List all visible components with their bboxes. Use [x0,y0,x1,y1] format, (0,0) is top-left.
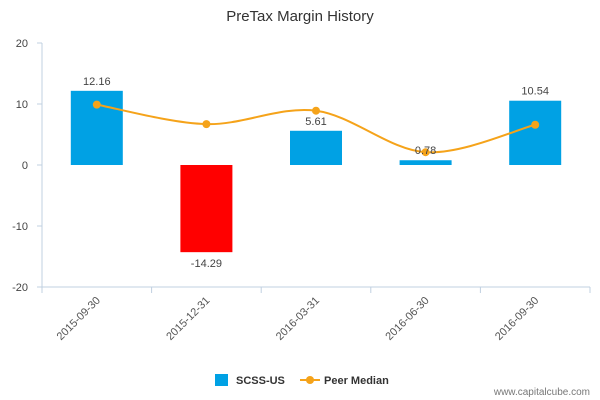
peer-median-series [92,100,540,157]
data-label: 12.16 [83,76,111,88]
x-axis-tick-labels: 2015-09-30 2015-12-31 2016-03-31 2016-06-30… [55,295,542,343]
axes [37,42,591,293]
bar-2016-06-30 [399,160,452,165]
x-tick-label: 2016-06-30 [383,295,431,343]
bar-series [70,90,562,253]
peer-median-point-2016-06-30 [421,148,430,157]
peer-median-point-2016-09-30 [531,120,540,129]
bar-2016-09-30 [509,100,562,165]
data-label: 5.61 [305,116,326,128]
bar-2015-12-31 [180,165,233,253]
chart-title: PreTax Margin History [226,8,374,25]
data-labels: 12.16 -14.29 5.61 0.78 10.54 [83,76,549,270]
peer-median-point-2015-09-30 [92,100,101,109]
data-label: 0.78 [415,145,436,157]
y-axis-tick-labels: -20 -10 0 10 20 [12,38,28,294]
watermark: www.capitalcube.com [493,387,590,398]
y-tick-label: 10 [16,99,28,111]
data-label: 10.54 [521,86,549,98]
data-label: -14.29 [191,258,222,270]
peer-median-point-2016-03-31 [312,106,320,115]
legend-swatch-scss [215,374,228,386]
y-tick-label: -10 [12,221,28,233]
x-tick-label: 2016-03-31 [274,295,322,343]
x-tick-label: 2015-12-31 [164,295,212,343]
y-tick-label: 20 [16,38,28,50]
x-tick-label: 2016-09-30 [493,295,541,343]
y-tick-label: -20 [12,282,28,294]
bar-2016-03-31 [290,130,342,165]
legend-marker-peer-median [306,376,314,384]
peer-median-point-2015-12-31 [202,120,211,129]
x-tick-label: 2015-09-30 [55,295,103,343]
legend-label-peer-median: Peer Median [324,375,389,387]
legend: SCSS-US Peer Median [215,374,389,387]
legend-label-scss: SCSS-US [236,375,285,387]
y-tick-label: 0 [22,160,28,172]
